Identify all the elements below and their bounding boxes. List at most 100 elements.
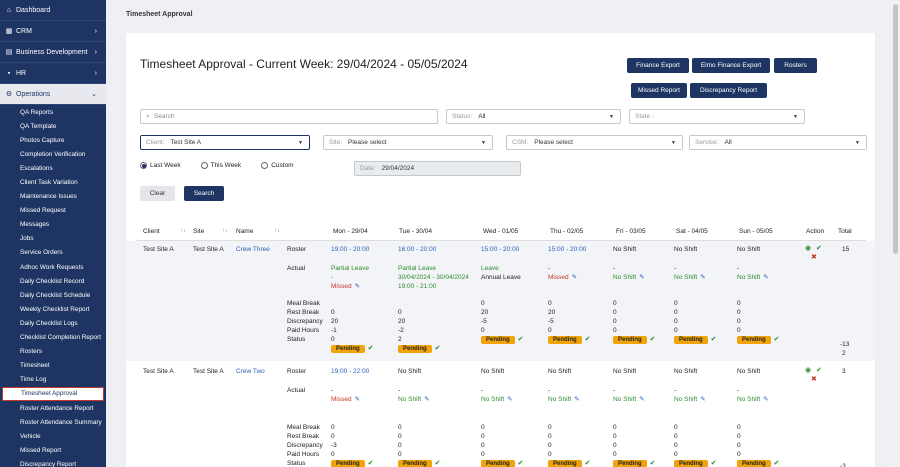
sidebar-subitem-roster-attendance-summary[interactable]: Roster Attendance Summary: [20, 418, 102, 426]
roster-cell: No Shift: [398, 368, 422, 375]
check-icon[interactable]: ✔: [710, 336, 717, 343]
pencil-icon[interactable]: ✎: [507, 396, 513, 403]
sidebar-subitem-jobs[interactable]: Jobs: [20, 235, 34, 243]
search-input[interactable]: ⌕ Search: [140, 109, 438, 124]
sidebar-subitem-qa-template[interactable]: QA Template: [20, 122, 57, 130]
pencil-icon[interactable]: ✎: [639, 396, 645, 403]
sidebar-subitem-rosters[interactable]: Rosters: [20, 348, 43, 356]
sidebar-item-label: Operations: [16, 90, 51, 98]
client-select[interactable]: Client: Test Site A ▼: [140, 135, 310, 150]
pencil-icon[interactable]: ✎: [571, 274, 578, 281]
pencil-icon[interactable]: ✎: [574, 396, 580, 403]
sidebar-subitem-daily-checklist-logs[interactable]: Daily Checklist Logs: [20, 319, 78, 327]
close-icon[interactable]: ✖: [811, 254, 817, 261]
check-icon[interactable]: ✔: [710, 460, 717, 467]
date-range-radios: Last Week This Week Custom: [140, 162, 314, 169]
radio-dot[interactable]: [200, 162, 208, 169]
sidebar-subitem-completion-verification[interactable]: Completion Verification: [20, 150, 86, 158]
pencil-icon[interactable]: ✎: [700, 274, 706, 281]
sort-icon[interactable]: ↑↓: [180, 228, 186, 234]
sidebar-subitem-escalations[interactable]: Escalations: [20, 164, 53, 172]
check-icon[interactable]: ✔: [773, 336, 780, 343]
row-name-link[interactable]: Crew Two: [236, 368, 265, 375]
sidebar-subitem-timesheet-approval[interactable]: Timesheet Approval: [2, 386, 104, 401]
search-button[interactable]: Search: [184, 186, 224, 201]
check-icon[interactable]: ✔: [434, 345, 441, 352]
pencil-icon[interactable]: ✎: [424, 396, 430, 403]
sidebar-subitem-client-task-variation[interactable]: Client Task Variation: [20, 179, 78, 187]
roster-cell: 19:00 - 20:00: [331, 246, 370, 253]
pencil-icon[interactable]: ✎: [700, 396, 706, 403]
check-icon[interactable]: ✔: [649, 336, 656, 343]
sidebar-subitem-adhoc-work-requests[interactable]: Adhoc Work Requests: [20, 263, 84, 271]
site-select[interactable]: Site: Please select ▼: [323, 135, 493, 150]
check-icon[interactable]: ✔: [649, 460, 656, 467]
check-icon[interactable]: ✔: [367, 345, 374, 352]
pending-badge: Pending: [674, 460, 708, 467]
state-select[interactable]: State : ▼: [629, 109, 805, 124]
missed-report-button[interactable]: Missed Report: [631, 83, 687, 98]
sidebar-item-crm[interactable]: ▦ CRM ›: [0, 21, 106, 42]
row-name-link[interactable]: Crew Three: [236, 246, 270, 253]
check-icon[interactable]: ✔: [367, 460, 374, 467]
sidebar-subitem-roster-attendance-report[interactable]: Roster Attendance Report: [20, 404, 94, 412]
sidebar-subitem-missed-request[interactable]: Missed Request: [20, 207, 66, 215]
check-icon[interactable]: ✔: [434, 460, 441, 467]
scrollbar-thumb[interactable]: [893, 4, 898, 254]
radio-last-week[interactable]: Last Week: [140, 162, 181, 169]
finance-export-button[interactable]: Finance Export: [627, 58, 689, 73]
sidebar-item-hr[interactable]: ▪ HR ›: [0, 63, 106, 84]
pencil-icon[interactable]: ✎: [354, 396, 361, 403]
sidebar-subitem-time-log[interactable]: Time Log: [20, 376, 47, 384]
row-client: Test Site A: [143, 368, 174, 375]
check-icon[interactable]: ✔: [584, 460, 591, 467]
sidebar-item-business-development[interactable]: ▤ Business Development ›: [0, 42, 106, 63]
sidebar-subitem-messages[interactable]: Messages: [20, 221, 50, 229]
radio-dot[interactable]: [140, 162, 147, 169]
sidebar-subitem-daily-checklist-schedule[interactable]: Daily Checklist Schedule: [20, 291, 91, 299]
sidebar-subitem-checklist-completion-report[interactable]: Checklist Completion Report: [20, 334, 101, 342]
sidebar-subitem-timesheet[interactable]: Timesheet: [20, 362, 50, 370]
clear-button[interactable]: Clear: [140, 186, 175, 201]
service-select[interactable]: Service: All ▼: [689, 135, 867, 150]
sidebar-subitem-qa-reports[interactable]: QA Reports: [20, 108, 54, 116]
sidebar-subitem-maintenance-issues[interactable]: Maintenance Issues: [20, 193, 77, 201]
sidebar-subitem-service-orders[interactable]: Service Orders: [20, 249, 63, 257]
pencil-icon[interactable]: ✎: [763, 274, 769, 281]
check-icon[interactable]: ✔: [517, 460, 524, 467]
sort-icon[interactable]: ↑↓: [222, 228, 228, 234]
actual-cell: -: [674, 387, 677, 394]
col-label: Client: [143, 228, 160, 235]
check-icon[interactable]: ✔: [517, 336, 524, 343]
pencil-icon[interactable]: ✎: [639, 274, 645, 281]
pending-badge: Pending: [331, 345, 365, 353]
discrepancy-report-button[interactable]: Discrepancy Report: [690, 83, 767, 98]
pencil-icon[interactable]: ✎: [763, 396, 769, 403]
close-icon[interactable]: ✖: [811, 376, 817, 383]
sidebar-item-dashboard[interactable]: ⌂ Dashboard: [0, 0, 106, 21]
radio-custom[interactable]: Custom: [261, 162, 294, 169]
sidebar-item-operations[interactable]: ⚙ Operations ⌄: [0, 84, 106, 105]
sidebar-subitem-discrepancy-report[interactable]: Discrepancy Report: [20, 460, 77, 467]
check-icon[interactable]: ✔: [584, 336, 591, 343]
pencil-icon[interactable]: ✎: [354, 283, 361, 290]
elmo-finance-export-button[interactable]: Elmo Finance Export: [692, 58, 770, 73]
actual-noshift: No Shift ✎: [737, 274, 769, 282]
check-icon[interactable]: ✔: [816, 367, 822, 374]
radio-this-week[interactable]: This Week: [200, 162, 241, 169]
eye-icon[interactable]: ◉: [805, 367, 812, 374]
actual-noshift: No Shift ✎: [737, 396, 769, 404]
sort-icon[interactable]: ↑↓: [274, 228, 280, 234]
status-select[interactable]: Status: All ▼: [446, 109, 621, 124]
rosters-button[interactable]: Rosters: [774, 58, 817, 73]
radio-dot[interactable]: [261, 162, 269, 169]
sidebar-subitem-missed-report[interactable]: Missed Report: [20, 446, 62, 454]
check-icon[interactable]: ✔: [773, 460, 780, 467]
eye-icon[interactable]: ◉: [805, 245, 812, 252]
sidebar-subitem-daily-checklist-record[interactable]: Daily Checklist Record: [20, 277, 85, 285]
csm-select[interactable]: CSM: Please select ▼: [506, 135, 683, 150]
check-icon[interactable]: ✔: [816, 245, 822, 252]
sidebar-subitem-vehicle[interactable]: Vehicle: [20, 432, 41, 440]
sidebar-subitem-photos-capture[interactable]: Photos Capture: [20, 136, 65, 144]
sidebar-subitem-weekly-checklist-report[interactable]: Weekly Checklist Report: [20, 305, 90, 313]
